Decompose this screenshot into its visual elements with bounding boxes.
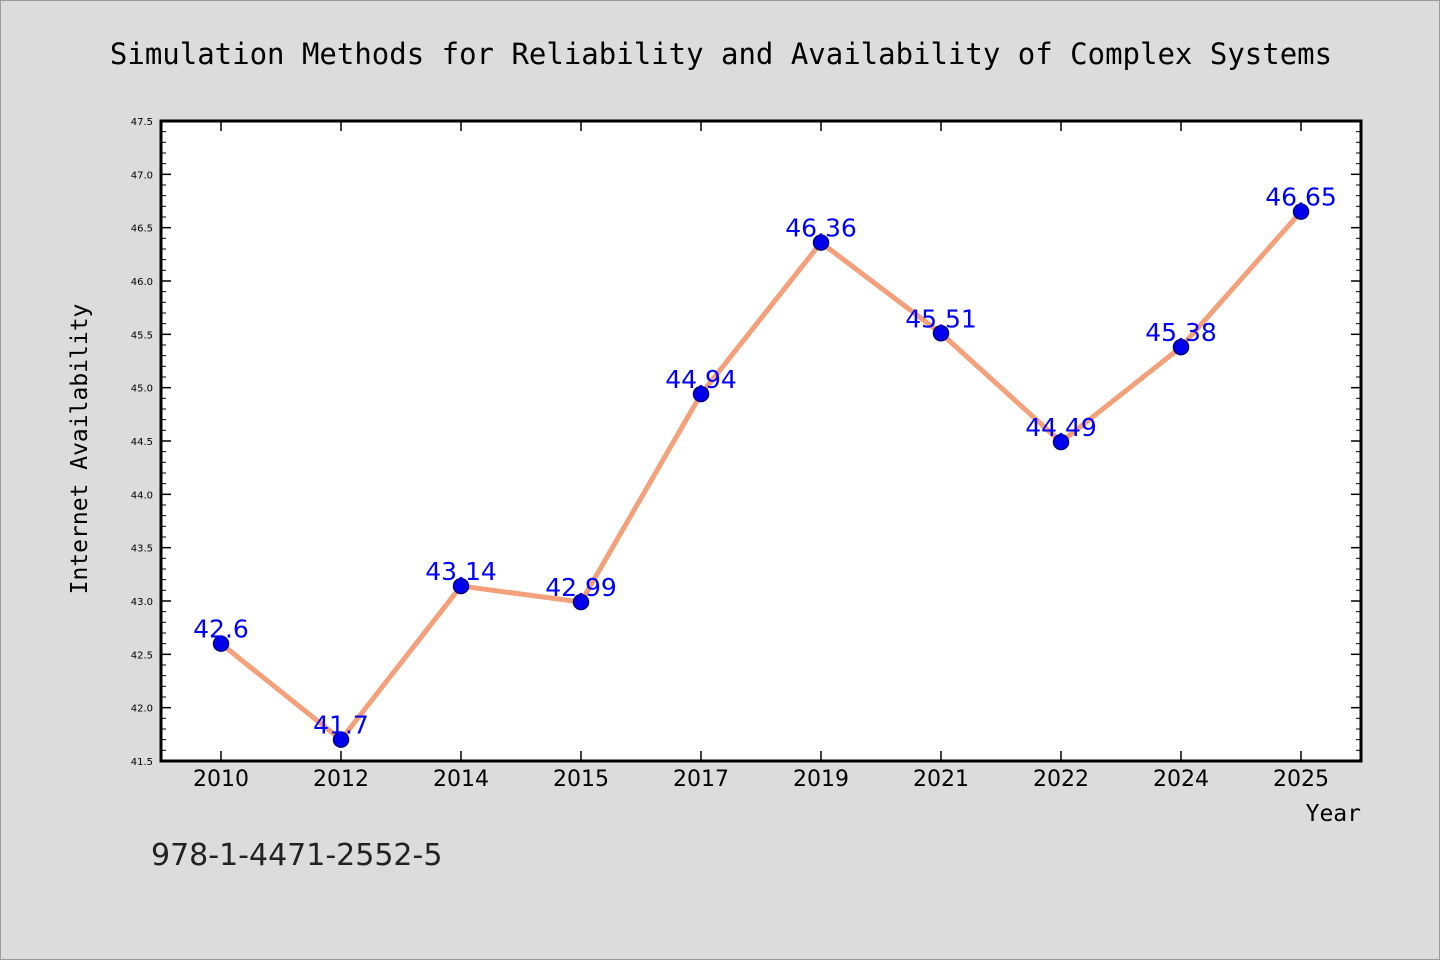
y-tick-label: 45.0 <box>131 384 153 395</box>
data-label: 41.7 <box>313 711 369 740</box>
data-label: 46.36 <box>785 214 857 243</box>
isbn-annotation: 978-1-4471-2552-5 <box>151 838 442 873</box>
data-point <box>452 577 470 595</box>
x-tick-label: 2022 <box>1033 767 1089 792</box>
series-line <box>219 210 1303 743</box>
x-tick-label: 2012 <box>313 767 369 792</box>
y-tick-label: 44.0 <box>131 490 153 501</box>
x-tick-label: 2019 <box>793 767 849 792</box>
x-tick-label: 2017 <box>673 767 729 792</box>
y-tick-label: 46.5 <box>131 224 153 235</box>
data-label: 44.49 <box>1025 413 1097 442</box>
data-point <box>932 325 950 342</box>
y-tick-label: 44.5 <box>131 437 153 448</box>
x-tick-label: 2015 <box>553 767 609 792</box>
y-tick-label: 45.5 <box>131 330 153 341</box>
x-tick-label: 2021 <box>913 767 969 792</box>
x-axis-ticks: 2010 2012 2014 2015 2017 2019 2021 2022 2024 2025 <box>193 121 1329 792</box>
y-tick-label: 43.5 <box>131 544 153 555</box>
data-point <box>332 731 350 748</box>
data-label: 43.14 <box>425 557 497 586</box>
data-point <box>1292 203 1310 220</box>
x-tick-label: 2010 <box>193 767 249 792</box>
data-label: 42.6 <box>193 615 249 644</box>
data-label: 46.65 <box>1265 183 1337 212</box>
data-label: 45.38 <box>1145 318 1217 347</box>
y-axis-ticks: 41.5 42.0 42.5 43.0 43.5 44.0 44.5 45.0 45.5 46.0… <box>131 117 1361 768</box>
series-markers <box>212 203 1310 748</box>
y-tick-label: 47.0 <box>131 170 153 181</box>
y-tick-label: 42.5 <box>131 650 153 661</box>
data-point <box>812 234 830 251</box>
x-tick-label: 2025 <box>1273 767 1329 792</box>
data-point <box>1172 338 1190 356</box>
plot-frame <box>159 119 1363 763</box>
y-tick-label: 41.5 <box>131 757 153 768</box>
data-point <box>692 385 710 403</box>
y-tick-label: 47.5 <box>131 117 153 128</box>
data-labels: 42.6 41.7 43.14 42.99 44.94 46.36 45.51 44.49 45… <box>193 183 1337 740</box>
y-tick-label: 43.0 <box>131 597 153 608</box>
data-point <box>572 593 590 611</box>
data-point <box>1052 433 1070 451</box>
plot-area <box>161 121 1361 761</box>
data-label: 44.94 <box>665 365 737 394</box>
data-point <box>212 635 230 652</box>
x-tick-label: 2014 <box>433 767 489 792</box>
data-label: 45.51 <box>905 304 977 333</box>
data-label: 42.99 <box>545 573 617 602</box>
y-axis-label: Internet Availability <box>67 304 93 595</box>
x-axis-label: Year <box>1306 801 1361 827</box>
y-tick-label: 46.0 <box>131 277 153 288</box>
chart-title: Simulation Methods for Reliability and A… <box>110 37 1332 71</box>
y-tick-label: 42.0 <box>131 704 153 715</box>
x-tick-label: 2024 <box>1153 767 1209 792</box>
